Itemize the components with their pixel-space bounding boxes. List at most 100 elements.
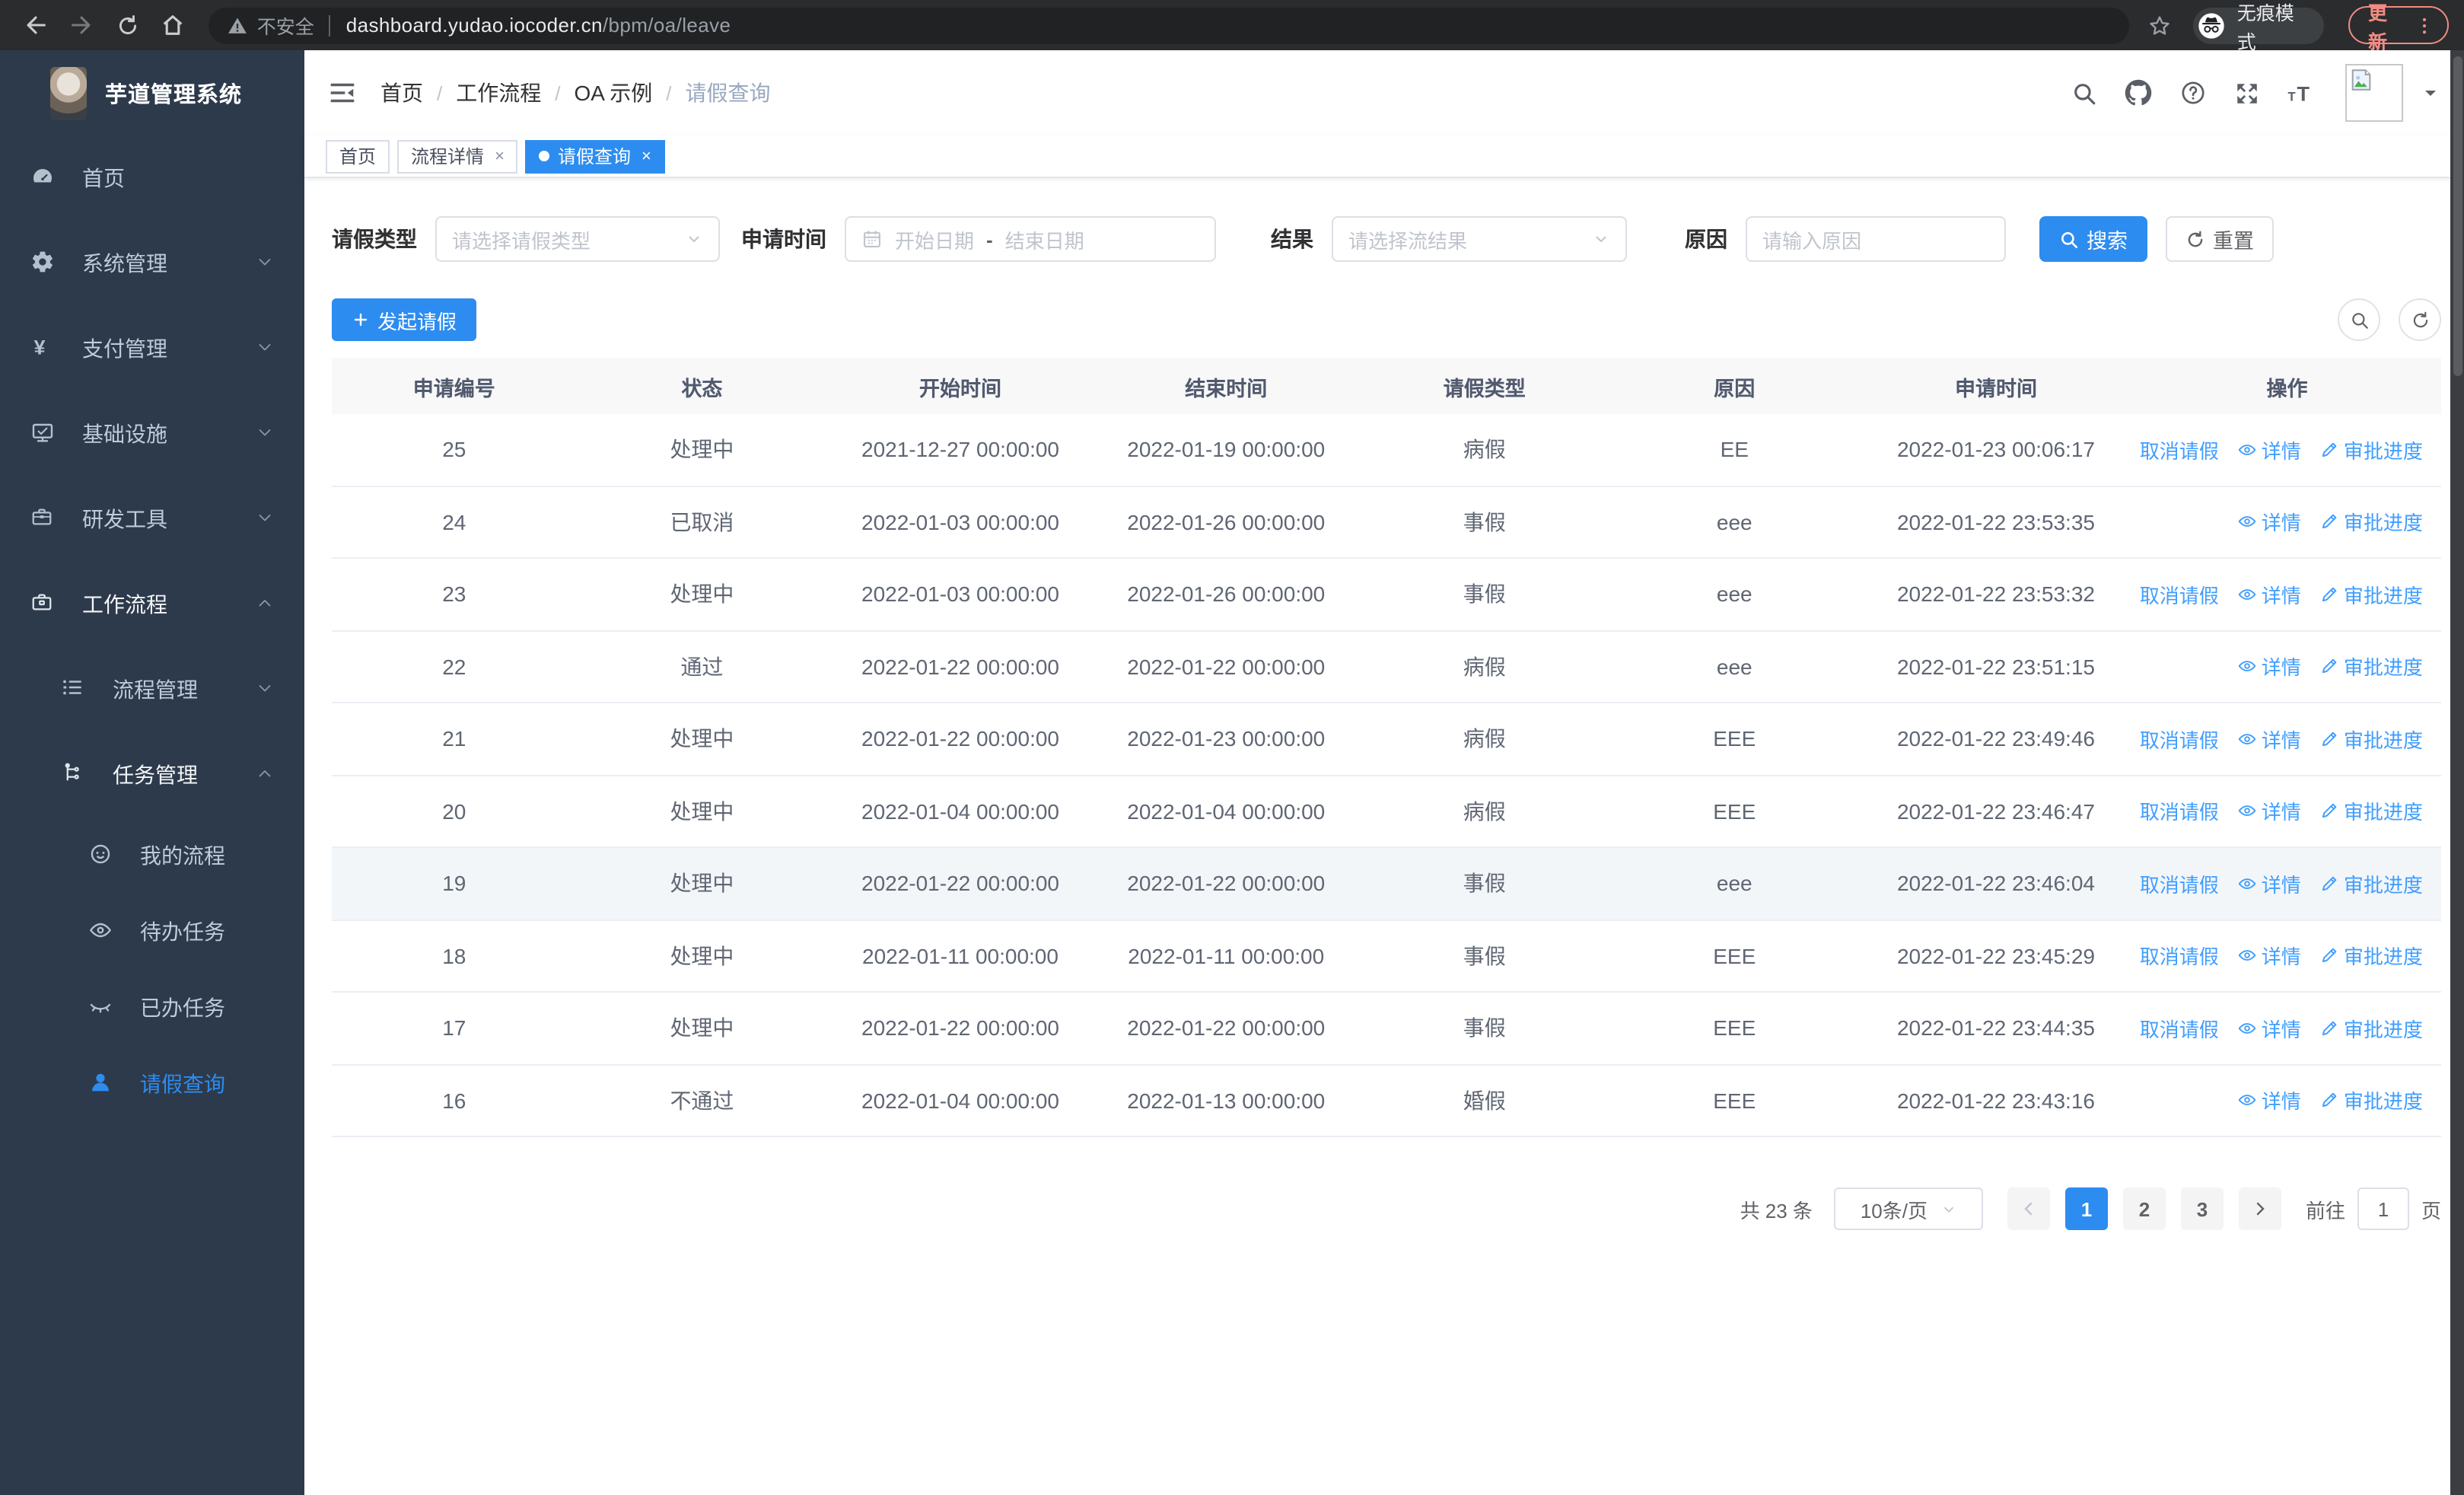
table-cell: EEE xyxy=(1713,1088,1756,1113)
action-approval-progress[interactable]: 审批进度 xyxy=(2319,942,2423,971)
create-leave-button[interactable]: 发起请假 xyxy=(332,298,477,341)
sidebar-item-task-management[interactable]: 任务管理 xyxy=(0,732,304,818)
app-title: 芋道管理系统 xyxy=(105,83,242,107)
close-icon[interactable]: × xyxy=(641,147,651,165)
table-row[interactable]: 19 处理中 2022-01-22 00:00:00 2022-01-22 00:00… xyxy=(332,848,2441,920)
action-detail[interactable]: 详情 xyxy=(2237,1086,2301,1115)
search-icon[interactable] xyxy=(2071,80,2097,106)
table-row[interactable]: 16 不通过 2022-01-04 00:00:00 2022-01-13 00:00… xyxy=(332,1065,2441,1137)
action-cancel-leave[interactable]: 取消请假 xyxy=(2133,869,2219,898)
action-approval-progress[interactable]: 审批进度 xyxy=(2319,1014,2423,1043)
result-select[interactable]: 请选择流结果 xyxy=(1332,216,1627,262)
action-cancel-leave[interactable]: 取消请假 xyxy=(2133,435,2219,464)
browser-forward-icon[interactable] xyxy=(61,4,100,46)
bookmark-star-icon[interactable] xyxy=(2147,13,2172,37)
action-detail[interactable]: 详情 xyxy=(2237,508,2301,537)
action-detail[interactable]: 详情 xyxy=(2237,869,2301,898)
table-row[interactable]: 22 通过 2022-01-22 00:00:00 2022-01-22 00:00:… xyxy=(332,631,2441,703)
browser-reload-icon[interactable] xyxy=(107,4,147,46)
action-approval-progress[interactable]: 审批进度 xyxy=(2319,797,2423,826)
sidebar-item-dev-tools[interactable]: 研发工具 xyxy=(0,477,304,562)
user-avatar-broken-image[interactable] xyxy=(2345,64,2403,122)
leave-type-select[interactable]: 请选择请假类型 xyxy=(435,216,720,262)
action-detail[interactable]: 详情 xyxy=(2237,580,2301,609)
tab-process-detail[interactable]: 流程详情 × xyxy=(397,139,518,173)
browser-home-icon[interactable] xyxy=(153,4,193,46)
table-row[interactable]: 18 处理中 2022-01-11 00:00:00 2022-01-11 00:00… xyxy=(332,920,2441,993)
breadcrumb-item[interactable]: 工作流程 xyxy=(456,81,542,105)
sidebar-item-payment-management[interactable]: ¥ 支付管理 xyxy=(0,306,304,391)
browser-update-button[interactable]: 更新 xyxy=(2348,2,2449,53)
page-button[interactable]: 3 xyxy=(2180,1187,2224,1230)
chevron-down-icon xyxy=(1940,1200,1956,1217)
prev-page-button[interactable] xyxy=(2007,1187,2050,1230)
sidebar-item-label: 基础设施 xyxy=(82,422,167,446)
apply-time-range-picker[interactable]: 开始日期 - 结束日期 xyxy=(845,216,1216,262)
sidebar-item-process-management[interactable]: 流程管理 xyxy=(0,647,304,732)
sidebar-item-workflow[interactable]: 工作流程 xyxy=(0,562,304,647)
table-refresh-button[interactable] xyxy=(2399,298,2441,341)
page-size-select[interactable]: 10条/页 xyxy=(1833,1187,1983,1230)
action-approval-progress[interactable]: 审批进度 xyxy=(2319,652,2423,681)
sidebar-item-my-process[interactable]: 我的流程 xyxy=(0,818,304,894)
table-search-toggle-button[interactable] xyxy=(2338,298,2380,341)
table-row[interactable]: 20 处理中 2022-01-04 00:00:00 2022-01-04 00:00… xyxy=(332,776,2441,848)
table-cell: 24 xyxy=(442,509,466,534)
scrollbar[interactable] xyxy=(2450,50,2464,1495)
close-icon[interactable]: × xyxy=(495,147,505,165)
help-icon[interactable] xyxy=(2179,79,2207,107)
action-detail[interactable]: 详情 xyxy=(2237,435,2301,464)
table-row[interactable]: 24 已取消 2022-01-03 00:00:00 2022-01-26 00:00… xyxy=(332,486,2441,559)
action-cancel-leave[interactable]: 取消请假 xyxy=(2133,725,2219,754)
tab-leave-query[interactable]: 请假查询 × xyxy=(525,139,665,173)
sidebar-item-done-tasks[interactable]: 已办任务 xyxy=(0,970,304,1046)
sidebar-item-system-management[interactable]: 系统管理 xyxy=(0,221,304,306)
action-approval-progress[interactable]: 审批进度 xyxy=(2319,508,2423,537)
security-chip[interactable]: 不安全 xyxy=(227,11,314,40)
tab-home[interactable]: 首页 xyxy=(326,139,390,173)
action-detail[interactable]: 详情 xyxy=(2237,652,2301,681)
table-row[interactable]: 21 处理中 2022-01-22 00:00:00 2022-01-23 00:00… xyxy=(332,703,2441,776)
search-button[interactable]: 搜索 xyxy=(2039,216,2147,262)
browser-back-icon[interactable] xyxy=(15,4,55,46)
next-page-button[interactable] xyxy=(2238,1187,2281,1230)
action-detail[interactable]: 详情 xyxy=(2237,942,2301,971)
github-icon[interactable] xyxy=(2125,79,2152,107)
page-button[interactable]: 1 xyxy=(2064,1187,2108,1230)
reset-button[interactable]: 重置 xyxy=(2166,216,2274,262)
logo[interactable]: 芋道管理系统 xyxy=(0,50,304,135)
breadcrumb-item[interactable]: OA 示例 xyxy=(574,81,653,105)
table-row[interactable]: 23 处理中 2022-01-03 00:00:00 2022-01-26 00:00… xyxy=(332,559,2441,631)
action-cancel-leave[interactable]: 取消请假 xyxy=(2133,797,2219,826)
scrollbar-thumb[interactable] xyxy=(2453,56,2462,376)
eye-small-icon xyxy=(2237,512,2257,532)
action-approval-progress[interactable]: 审批进度 xyxy=(2319,580,2423,609)
sidebar-item-todo-tasks[interactable]: 待办任务 xyxy=(0,894,304,970)
table-cell: 2022-01-11 00:00:00 xyxy=(862,943,1059,968)
action-approval-progress[interactable]: 审批进度 xyxy=(2319,1086,2423,1115)
action-detail[interactable]: 详情 xyxy=(2237,797,2301,826)
sidebar-item-infrastructure[interactable]: 基础设施 xyxy=(0,391,304,477)
reason-input[interactable]: 请输入原因 xyxy=(1746,216,2006,262)
table-row[interactable]: 17 处理中 2022-01-22 00:00:00 2022-01-22 00:00… xyxy=(332,993,2441,1065)
action-approval-progress[interactable]: 审批进度 xyxy=(2319,725,2423,754)
browser-menu-dots-icon[interactable] xyxy=(2414,14,2435,36)
action-detail[interactable]: 详情 xyxy=(2237,1014,2301,1043)
sidebar-item-leave-query[interactable]: 请假查询 xyxy=(0,1046,304,1122)
page-button[interactable]: 2 xyxy=(2122,1187,2166,1230)
fullscreen-icon[interactable] xyxy=(2234,80,2260,106)
breadcrumb-item[interactable]: 首页 xyxy=(380,81,423,105)
action-detail[interactable]: 详情 xyxy=(2237,725,2301,754)
menu-fold-icon[interactable] xyxy=(329,79,356,107)
sidebar-item-home[interactable]: 首页 xyxy=(0,135,304,221)
action-approval-progress[interactable]: 审批进度 xyxy=(2319,435,2423,464)
goto-page-input[interactable]: 1 xyxy=(2357,1187,2409,1230)
action-cancel-leave[interactable]: 取消请假 xyxy=(2133,1014,2219,1043)
action-cancel-leave[interactable]: 取消请假 xyxy=(2133,580,2219,609)
avatar-dropdown-caret-icon[interactable] xyxy=(2421,84,2440,102)
action-cancel-leave[interactable]: 取消请假 xyxy=(2133,942,2219,971)
address-bar[interactable]: 不安全 dashboard.yudao.iocoder.cn/bpm/oa/le… xyxy=(208,7,2129,43)
action-approval-progress[interactable]: 审批进度 xyxy=(2319,869,2423,898)
table-row[interactable]: 25 处理中 2021-12-27 00:00:00 2022-01-19 00:00… xyxy=(332,414,2441,486)
